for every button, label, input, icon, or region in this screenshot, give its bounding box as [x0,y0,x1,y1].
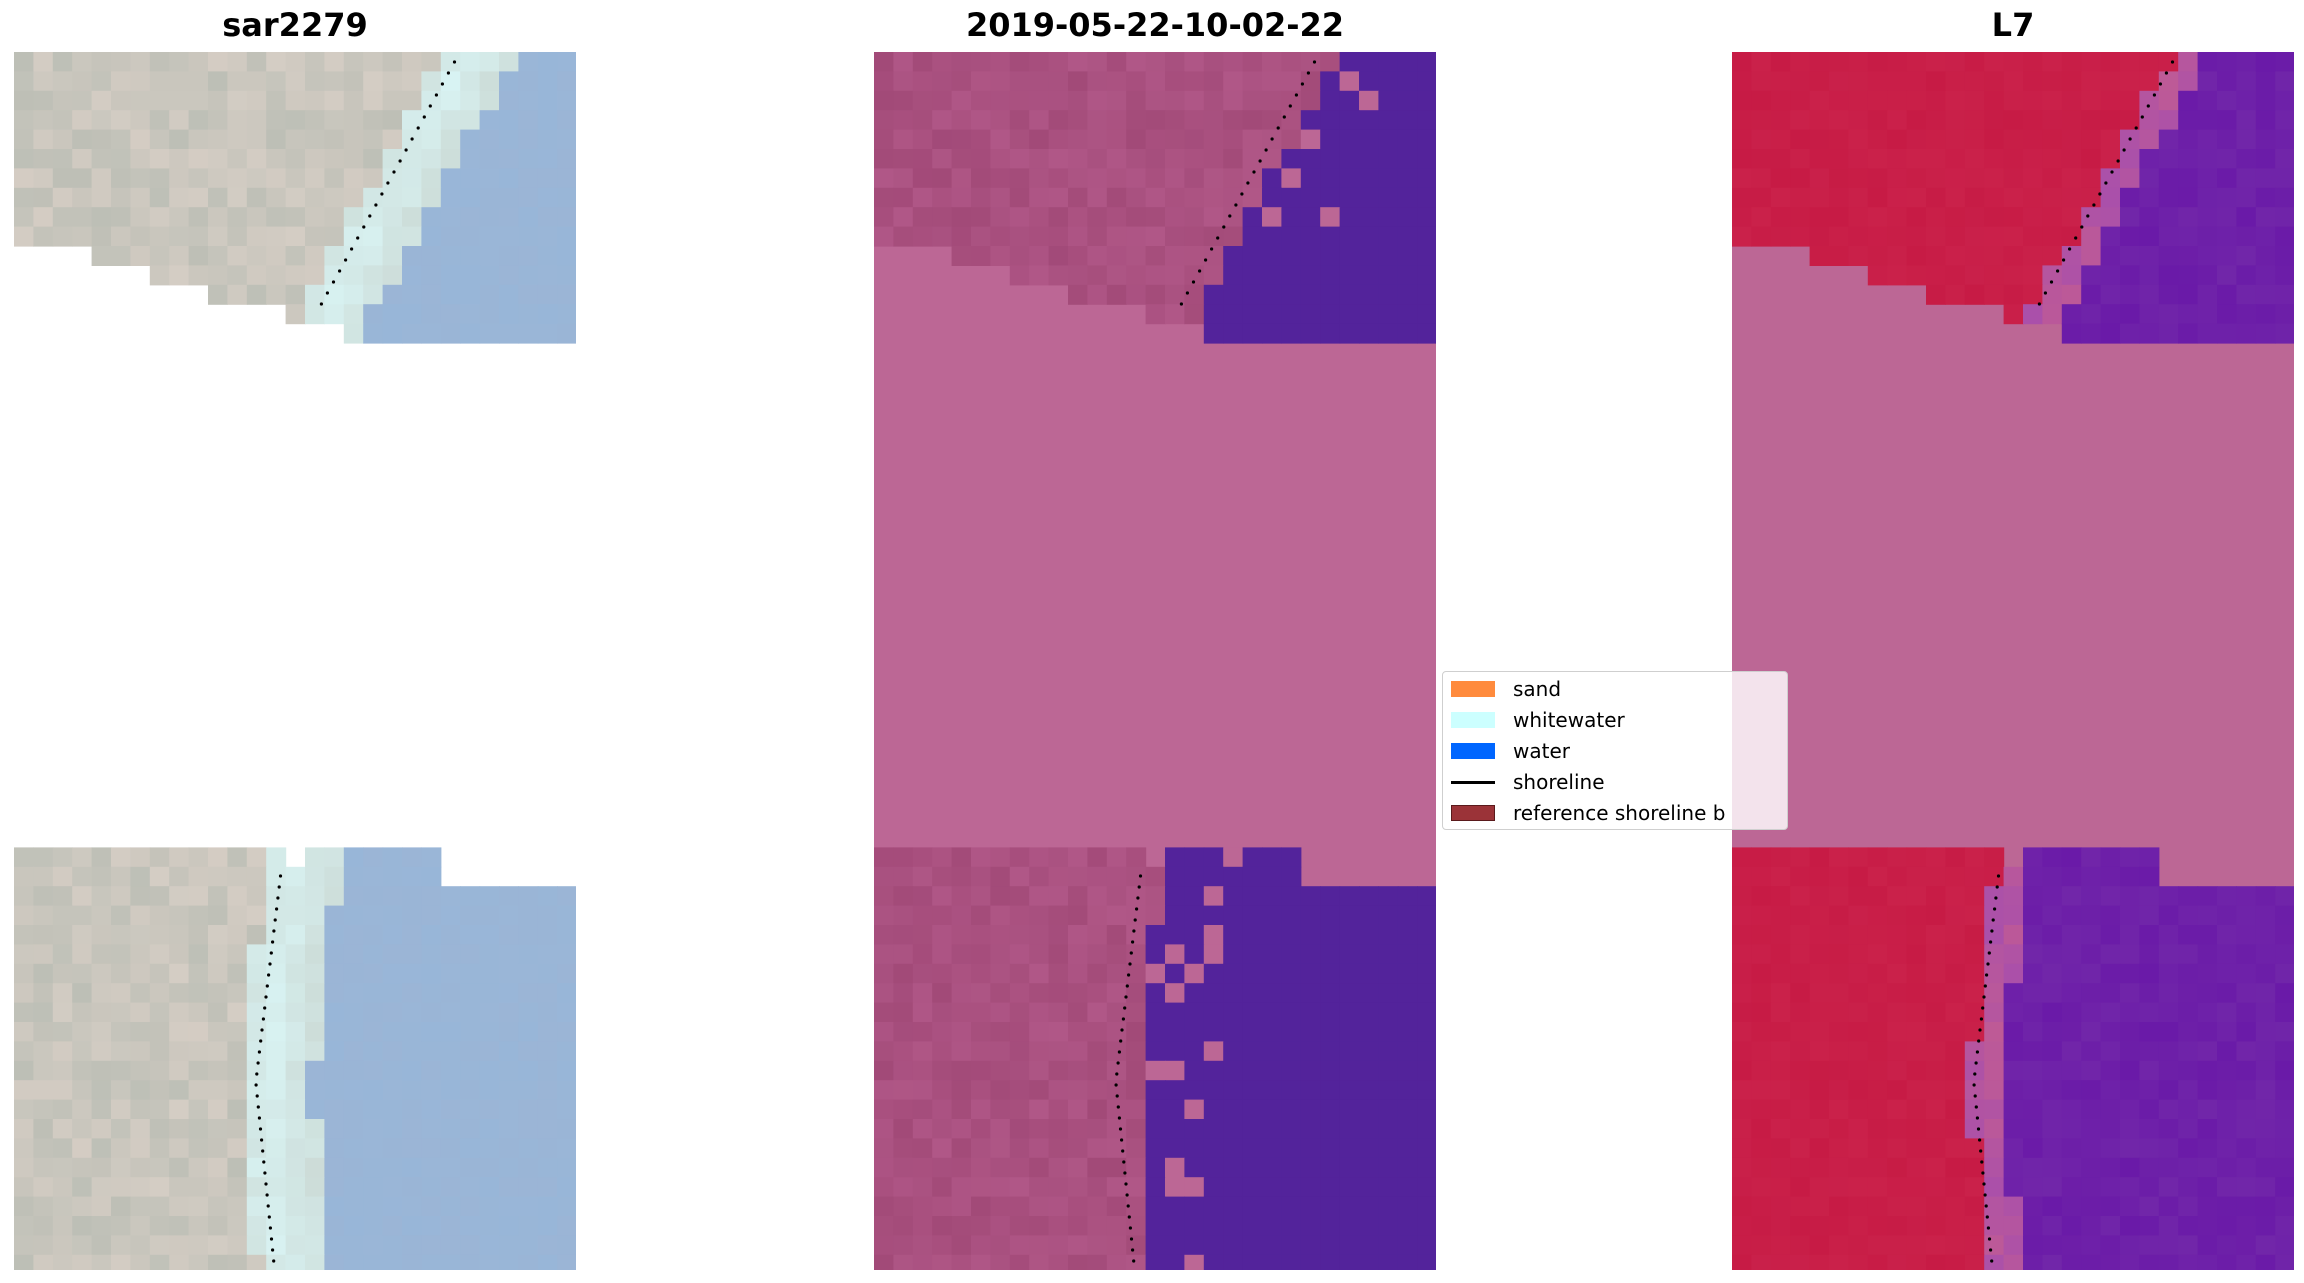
legend-swatch-reference-shoreline [1451,805,1495,821]
panel-title-rgb: sar2279 [222,6,368,44]
panel-title-index: L7 [1991,6,2035,44]
legend: sand whitewater water shoreline referenc… [1442,671,1788,830]
legend-item-water: water [1451,738,1570,764]
legend-label-whitewater: whitewater [1513,708,1625,732]
legend-item-shoreline: shoreline [1451,769,1605,795]
classified-image [874,52,1436,1270]
rgb-image [14,52,576,1270]
legend-swatch-sand [1451,681,1495,697]
legend-item-reference-shoreline: reference shoreline b [1451,800,1725,826]
legend-swatch-water [1451,743,1495,759]
legend-item-whitewater: whitewater [1451,707,1625,733]
legend-label-sand: sand [1513,677,1562,701]
index-image [1732,52,2294,1270]
index-image-panel [1732,52,2294,1270]
classified-image-panel [874,52,1436,1270]
legend-label-reference-shoreline: reference shoreline b [1513,801,1726,825]
legend-label-shoreline: shoreline [1513,770,1605,794]
legend-item-sand: sand [1451,676,1561,702]
legend-swatch-whitewater [1451,712,1495,728]
legend-label-water: water [1513,739,1570,763]
rgb-image-panel [14,52,576,1270]
panel-title-classified: 2019-05-22-10-02-22 [965,6,1345,44]
legend-line-shoreline [1451,780,1495,784]
